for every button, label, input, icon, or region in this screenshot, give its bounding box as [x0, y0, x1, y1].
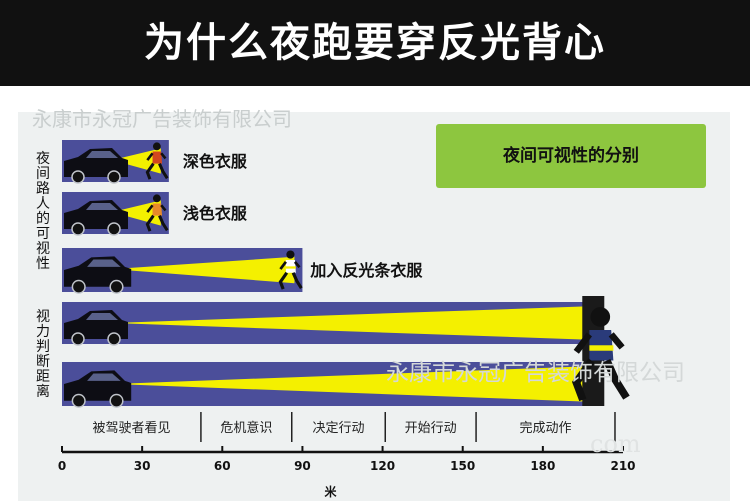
watermark-text: 永康市永冠广告装饰有限公司: [32, 107, 292, 131]
headlight-beam: [112, 306, 597, 340]
stage-label: 完成动作: [520, 421, 572, 436]
headlight-beam: [112, 148, 161, 174]
legend-box: 夜间可视性的分别: [436, 124, 706, 188]
side-label-bottom: 视力判断距离: [36, 309, 50, 400]
pedestrian-icon: [145, 142, 169, 180]
x-tick-label: 60: [214, 459, 231, 473]
x-tick-label: 150: [450, 459, 475, 473]
car-icon: [64, 370, 132, 408]
headlight-beam: [112, 200, 161, 226]
pedestrian-icon: [145, 194, 169, 232]
pedestrian-icon: [278, 250, 303, 290]
scene-label: 浅色衣服: [183, 204, 248, 223]
scene-label: 深色衣服: [183, 152, 248, 171]
x-tick-label: 90: [294, 459, 311, 473]
x-axis-title: 米: [324, 484, 337, 499]
banner-title: 为什么夜跑要穿反光背心: [0, 0, 750, 86]
side-label-top: 夜间路人的可视性: [36, 151, 50, 272]
headlight-beam: [112, 366, 597, 402]
watermark-text: 永康市永冠广告装饰有限公司: [386, 360, 685, 386]
pedestrian-icon: [572, 307, 630, 402]
stage-label: 开始行动: [405, 421, 457, 436]
car-icon: [64, 148, 128, 184]
car-icon: [64, 310, 128, 346]
car-icon: [64, 256, 132, 294]
x-tick-label: 30: [134, 459, 151, 473]
car-icon: [64, 200, 128, 236]
x-tick-label: 0: [58, 459, 66, 473]
watermark-text: com: [590, 430, 641, 458]
stage-label: 决定行动: [312, 421, 364, 436]
x-tick-label: 180: [530, 459, 555, 473]
scene-label: 加入反光条衣服: [309, 261, 423, 280]
x-tick-label: 120: [370, 459, 395, 473]
headlight-beam: [112, 256, 295, 284]
x-tick-label: 210: [610, 459, 635, 473]
stage-label: 危机意识: [220, 420, 272, 436]
stage-label: 被驾驶者看见: [92, 420, 170, 436]
